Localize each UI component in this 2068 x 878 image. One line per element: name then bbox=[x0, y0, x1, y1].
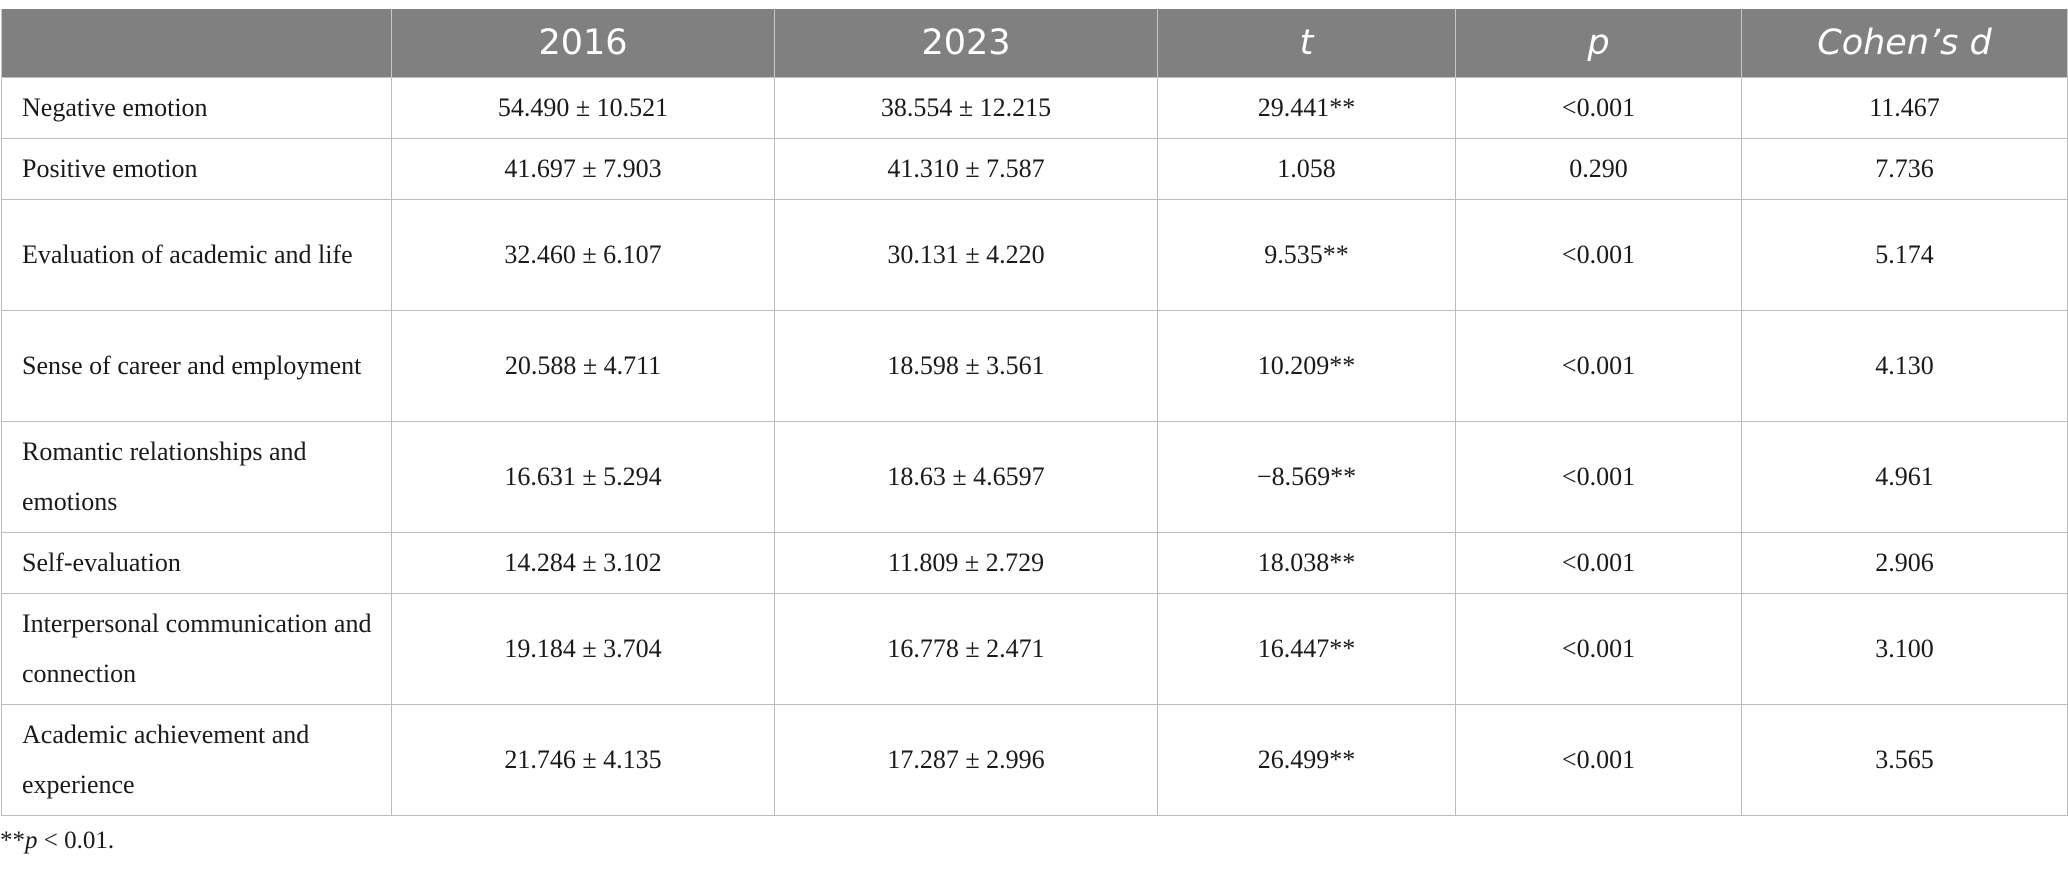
table-row: Self-evaluation 14.284 ± 3.102 11.809 ± … bbox=[1, 532, 2068, 594]
row-label: Interpersonal communication and connecti… bbox=[1, 593, 392, 705]
cell-2016: 19.184 ± 3.704 bbox=[391, 593, 775, 705]
cell-2023: 18.63 ± 4.6597 bbox=[774, 421, 1158, 533]
header-cell-2023: 2023 bbox=[774, 9, 1158, 78]
cell-cohens-d: 4.961 bbox=[1741, 421, 2068, 533]
cell-t: 9.535** bbox=[1157, 199, 1456, 311]
cell-p: <0.001 bbox=[1455, 310, 1742, 422]
cell-2023: 38.554 ± 12.215 bbox=[774, 77, 1158, 139]
cell-p: <0.001 bbox=[1455, 704, 1742, 816]
header-cell-cohens-d: Cohen’s d bbox=[1741, 9, 2068, 78]
row-label: Positive emotion bbox=[1, 138, 392, 200]
table-row: Romantic relationships and emotions 16.6… bbox=[1, 421, 2068, 533]
header-cell-p: p bbox=[1455, 9, 1742, 78]
cell-t: 10.209** bbox=[1157, 310, 1456, 422]
cell-cohens-d: 5.174 bbox=[1741, 199, 2068, 311]
cell-2016: 54.490 ± 10.521 bbox=[391, 77, 775, 139]
header-cell-label bbox=[1, 9, 392, 78]
cell-p: <0.001 bbox=[1455, 532, 1742, 594]
row-label: Academic achievement and experience bbox=[1, 704, 392, 816]
cell-2016: 21.746 ± 4.135 bbox=[391, 704, 775, 816]
cell-2023: 17.287 ± 2.996 bbox=[774, 704, 1158, 816]
table-footnote: **p < 0.01. bbox=[0, 827, 114, 855]
cell-2023: 16.778 ± 2.471 bbox=[774, 593, 1158, 705]
cell-t: 26.499** bbox=[1157, 704, 1456, 816]
cell-2023: 41.310 ± 7.587 bbox=[774, 138, 1158, 200]
cell-2016: 14.284 ± 3.102 bbox=[391, 532, 775, 594]
cell-cohens-d: 3.100 bbox=[1741, 593, 2068, 705]
row-label: Self-evaluation bbox=[1, 532, 392, 594]
header-cell-2016: 2016 bbox=[391, 9, 775, 78]
cell-cohens-d: 3.565 bbox=[1741, 704, 2068, 816]
results-table: 2016 2023 t p Cohen’s d Negative emotion… bbox=[1, 9, 2068, 816]
table-row: Academic achievement and experience 21.7… bbox=[1, 704, 2068, 816]
cell-2016: 16.631 ± 5.294 bbox=[391, 421, 775, 533]
cell-2023: 18.598 ± 3.561 bbox=[774, 310, 1158, 422]
table-row: Sense of career and employment 20.588 ± … bbox=[1, 310, 2068, 422]
cell-cohens-d: 2.906 bbox=[1741, 532, 2068, 594]
cell-p: <0.001 bbox=[1455, 199, 1742, 311]
cell-2016: 32.460 ± 6.107 bbox=[391, 199, 775, 311]
cell-2016: 20.588 ± 4.711 bbox=[391, 310, 775, 422]
cell-p: <0.001 bbox=[1455, 77, 1742, 139]
cell-2016: 41.697 ± 7.903 bbox=[391, 138, 775, 200]
row-label: Romantic relationships and emotions bbox=[1, 421, 392, 533]
row-label: Sense of career and employment bbox=[1, 310, 392, 422]
cell-cohens-d: 11.467 bbox=[1741, 77, 2068, 139]
footnote-marker: ** bbox=[0, 827, 25, 854]
cell-2023: 11.809 ± 2.729 bbox=[774, 532, 1158, 594]
cell-p: <0.001 bbox=[1455, 593, 1742, 705]
cell-t: 29.441** bbox=[1157, 77, 1456, 139]
table-row: Negative emotion 54.490 ± 10.521 38.554 … bbox=[1, 77, 2068, 139]
cell-2023: 30.131 ± 4.220 bbox=[774, 199, 1158, 311]
cell-t: 18.038** bbox=[1157, 532, 1456, 594]
footnote-p-symbol: p bbox=[25, 827, 38, 854]
cell-t: 16.447** bbox=[1157, 593, 1456, 705]
table-row: Interpersonal communication and connecti… bbox=[1, 593, 2068, 705]
cell-cohens-d: 4.130 bbox=[1741, 310, 2068, 422]
header-row: 2016 2023 t p Cohen’s d bbox=[1, 9, 2068, 78]
cell-p: <0.001 bbox=[1455, 421, 1742, 533]
header-cell-t: t bbox=[1157, 9, 1456, 78]
table-row: Evaluation of academic and life 32.460 ±… bbox=[1, 199, 2068, 311]
cell-t: 1.058 bbox=[1157, 138, 1456, 200]
row-label: Negative emotion bbox=[1, 77, 392, 139]
cell-cohens-d: 7.736 bbox=[1741, 138, 2068, 200]
footnote-text: < 0.01. bbox=[37, 827, 115, 854]
cell-t: −8.569** bbox=[1157, 421, 1456, 533]
table-row: Positive emotion 41.697 ± 7.903 41.310 ±… bbox=[1, 138, 2068, 200]
cell-p: 0.290 bbox=[1455, 138, 1742, 200]
row-label: Evaluation of academic and life bbox=[1, 199, 392, 311]
